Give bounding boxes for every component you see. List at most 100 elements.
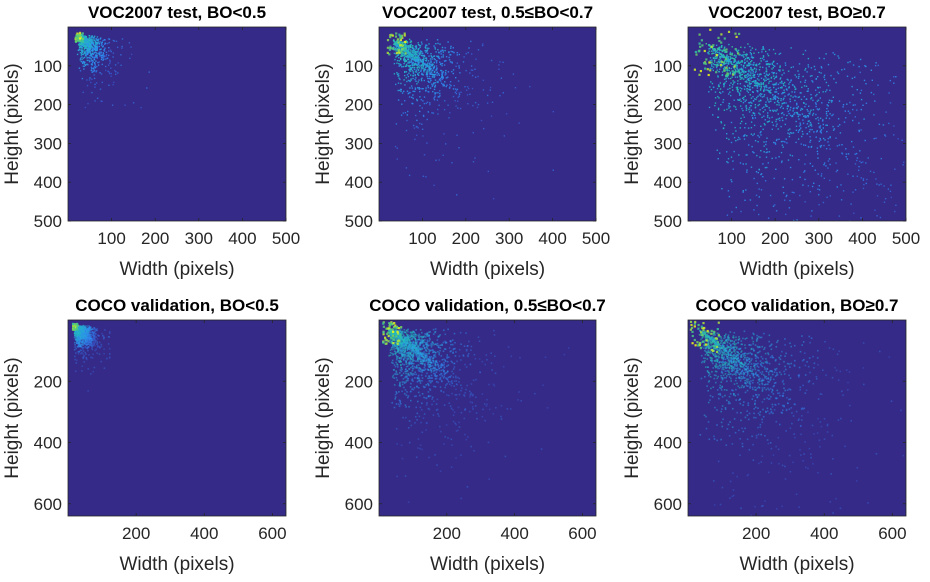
heatmap-cell xyxy=(761,107,764,109)
heatmap-cell xyxy=(86,333,89,335)
heatmap-cell xyxy=(798,75,800,78)
heatmap-hot-cell xyxy=(709,69,712,72)
heatmap-cell xyxy=(417,50,419,52)
heatmap-cell xyxy=(813,65,816,68)
heatmap-cell xyxy=(86,330,88,332)
heatmap-cell xyxy=(729,58,731,61)
heatmap-cell xyxy=(85,326,88,329)
heatmap-cell xyxy=(745,104,747,107)
heatmap-cell xyxy=(744,81,747,83)
heatmap-cell xyxy=(754,79,756,82)
heatmap-cell xyxy=(735,70,737,72)
heatmap-cell xyxy=(759,93,762,95)
heatmap-cell xyxy=(772,64,775,67)
heatmap-cell xyxy=(728,107,730,109)
heatmap-cell xyxy=(762,82,765,84)
heatmap-cell xyxy=(88,339,90,342)
heatmap-cell xyxy=(439,92,441,95)
heatmap-cell xyxy=(860,108,862,111)
heatmap-cell xyxy=(752,112,755,115)
heatmap-cell xyxy=(768,63,770,66)
heatmap-cell xyxy=(79,332,81,335)
heatmap-cell xyxy=(407,54,410,56)
heatmap-cell xyxy=(436,81,438,83)
heatmap-cell xyxy=(812,109,815,111)
heatmap-hot-cell xyxy=(723,69,726,72)
heatmap-cell xyxy=(80,334,83,336)
heatmap-cell xyxy=(842,106,844,108)
heatmap-cell xyxy=(412,94,414,96)
heatmap-cell xyxy=(735,206,737,209)
heatmap-cell xyxy=(85,45,87,47)
heatmap-cell xyxy=(450,54,452,56)
heatmap-cell xyxy=(740,71,742,74)
heatmap-cell xyxy=(85,55,88,57)
heatmap-cell xyxy=(760,77,763,79)
heatmap-cell xyxy=(734,59,736,61)
heatmap-cell xyxy=(412,72,415,74)
heatmap-cell xyxy=(426,63,428,65)
heatmap-cell xyxy=(83,355,86,357)
heatmap-cell xyxy=(88,41,90,43)
heatmap-cell xyxy=(79,45,82,47)
heatmap-cell xyxy=(87,102,89,105)
heatmap-cell xyxy=(768,78,770,80)
heatmap-cell xyxy=(798,63,801,65)
heatmap-cell xyxy=(422,100,424,102)
heatmap-cell xyxy=(812,81,814,83)
heatmap-cell xyxy=(95,336,98,338)
heatmap-cell xyxy=(735,140,737,142)
heatmap-cell xyxy=(124,104,126,106)
heatmap-cell xyxy=(805,85,808,87)
heatmap-cell xyxy=(806,133,809,135)
heatmap-cell xyxy=(94,344,96,347)
heatmap-cell xyxy=(75,336,77,339)
heatmap-cell xyxy=(768,80,771,83)
heatmap-cell xyxy=(820,72,822,74)
heatmap-cell xyxy=(400,82,402,85)
heatmap-cell xyxy=(407,46,409,48)
heatmap-cell xyxy=(723,78,726,80)
heatmap-cell xyxy=(726,161,728,163)
heatmap-cell xyxy=(116,46,119,48)
heatmap-cell xyxy=(756,85,758,87)
heatmap-cell xyxy=(712,69,714,72)
heatmap-cell xyxy=(772,96,775,98)
heatmap-hot-cell xyxy=(74,323,77,326)
heatmap-cell xyxy=(814,169,816,171)
heatmap-cell xyxy=(781,144,784,146)
heatmap-cell xyxy=(430,61,432,63)
heatmap-cell xyxy=(739,87,741,89)
heatmap-cell xyxy=(749,51,751,54)
heatmap-cell xyxy=(83,62,85,64)
heatmap-cell xyxy=(865,102,868,104)
heatmap-cell xyxy=(792,84,794,86)
heatmap-cell xyxy=(405,129,408,132)
heatmap-cell xyxy=(804,49,807,52)
heatmap-cell xyxy=(92,47,95,49)
heatmap-cell xyxy=(801,130,804,133)
heatmap-cell xyxy=(743,98,745,101)
heatmap-cell xyxy=(90,47,92,49)
heatmap-cell xyxy=(873,171,875,174)
heatmap-cell xyxy=(448,87,451,89)
heatmap-cell xyxy=(84,40,86,42)
heatmap-cell xyxy=(415,69,417,71)
heatmap-cell xyxy=(83,68,85,70)
heatmap-cell xyxy=(437,57,440,59)
heatmap-cell xyxy=(722,56,724,58)
heatmap-cell xyxy=(791,91,793,93)
heatmap-cell xyxy=(728,59,730,61)
heatmap-cell xyxy=(406,54,408,57)
heatmap-cell xyxy=(823,74,826,76)
heatmap-cell xyxy=(802,133,804,135)
heatmap-cell xyxy=(785,88,788,90)
heatmap-cell xyxy=(887,188,890,190)
heatmap-cell xyxy=(893,134,895,136)
heatmap-cell xyxy=(407,47,409,49)
heatmap-hot-cell xyxy=(81,34,84,37)
heatmap-cell xyxy=(766,97,768,99)
heatmap-cell xyxy=(104,58,107,60)
heatmap-cell xyxy=(787,104,789,107)
x-tick-label: 200 xyxy=(452,229,480,248)
